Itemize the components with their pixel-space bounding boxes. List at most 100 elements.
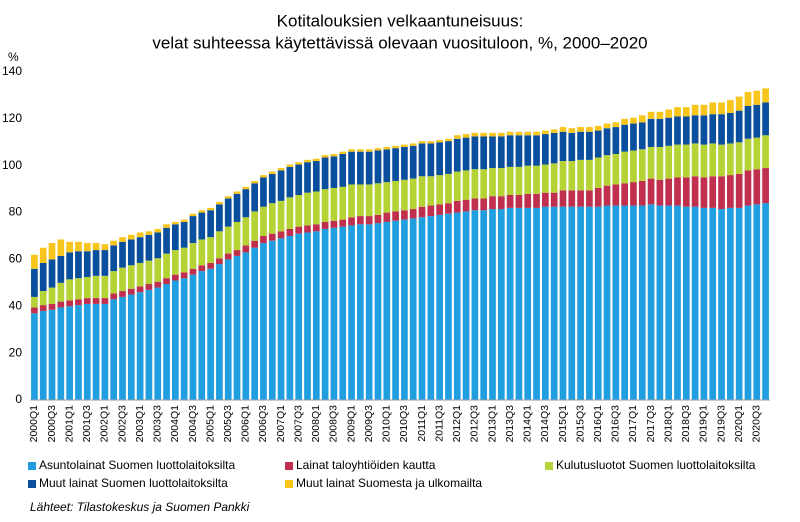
x-tick-label: 2016Q3 bbox=[610, 405, 622, 443]
bar-segment bbox=[312, 161, 320, 192]
bar-segment bbox=[268, 203, 276, 234]
bar-segment bbox=[330, 227, 338, 400]
x-tick-label: 2017Q1 bbox=[627, 405, 639, 443]
bar-segment bbox=[497, 196, 505, 210]
bar-segment bbox=[691, 143, 699, 177]
bar-segment bbox=[603, 128, 611, 156]
bar-segment bbox=[321, 228, 329, 400]
bar-segment bbox=[172, 250, 179, 275]
bar-segment bbox=[75, 305, 82, 400]
bar-segment bbox=[656, 118, 664, 147]
bar-segment bbox=[330, 154, 338, 157]
bar-segment bbox=[251, 180, 258, 184]
bar-segment bbox=[48, 309, 56, 400]
bar-segment bbox=[682, 144, 690, 178]
bar-segment bbox=[154, 287, 162, 400]
bar-segment bbox=[436, 142, 443, 176]
bar-segment bbox=[409, 218, 417, 400]
bar-segment bbox=[744, 138, 752, 171]
bar-segment bbox=[691, 115, 699, 144]
bar-segment bbox=[709, 114, 717, 144]
bar-segment bbox=[691, 104, 699, 116]
bar-segment bbox=[304, 192, 311, 226]
bar-segment bbox=[471, 132, 479, 137]
bar-segment bbox=[180, 278, 188, 400]
bar-segment bbox=[57, 282, 65, 302]
bar-segment bbox=[189, 213, 197, 217]
bar-segment bbox=[145, 234, 153, 261]
bar-segment bbox=[277, 200, 285, 232]
y-tick-label: 20 bbox=[9, 345, 23, 359]
bar-segment bbox=[101, 303, 109, 400]
bar-segment bbox=[216, 202, 223, 205]
bar-segment bbox=[136, 237, 144, 263]
bar-segment bbox=[700, 207, 708, 400]
bar-segment bbox=[436, 204, 443, 215]
bar-segment bbox=[409, 178, 417, 210]
bar-segment bbox=[357, 184, 364, 217]
bar-segment bbox=[471, 169, 479, 199]
bar-segment bbox=[242, 245, 250, 253]
bar-segment bbox=[383, 212, 391, 222]
bar-segment bbox=[101, 275, 109, 299]
bar-segment bbox=[647, 118, 655, 147]
bar-segment bbox=[374, 150, 382, 184]
x-tick-label: 2004Q1 bbox=[169, 405, 181, 443]
bar-segment bbox=[489, 132, 496, 137]
bar-segment bbox=[462, 170, 470, 200]
legend-label: Asuntolainat Suomen luottolaitoksilta bbox=[39, 458, 235, 472]
bar-segment bbox=[621, 118, 628, 125]
x-tick-label: 2017Q3 bbox=[645, 405, 657, 443]
x-tick-label: 2007Q1 bbox=[275, 405, 287, 443]
bar-segment bbox=[39, 291, 47, 306]
bar-segment bbox=[312, 231, 320, 400]
x-tick-label: 2020Q1 bbox=[733, 405, 745, 443]
bar-segment bbox=[357, 149, 364, 152]
x-tick-label: 2003Q1 bbox=[134, 405, 146, 443]
legend-swatch bbox=[285, 480, 293, 488]
bar-segment bbox=[753, 137, 761, 170]
bar-segment bbox=[365, 224, 373, 400]
bar-segment bbox=[31, 296, 38, 308]
bar-segment bbox=[586, 131, 593, 160]
bar-segment bbox=[119, 291, 126, 297]
bar-segment bbox=[550, 129, 558, 133]
x-tick-label: 2001Q1 bbox=[63, 405, 75, 443]
bar-segment bbox=[753, 204, 761, 400]
bar-segment bbox=[330, 156, 338, 188]
bar-segment bbox=[321, 155, 329, 158]
bar-segment bbox=[251, 211, 258, 241]
bar-segment bbox=[709, 102, 717, 115]
bar-segment bbox=[445, 213, 452, 400]
bar-segment bbox=[110, 240, 118, 246]
bar-segment bbox=[242, 186, 250, 190]
bar-segment bbox=[506, 207, 514, 400]
bar-segment bbox=[542, 130, 549, 135]
bar-segment bbox=[127, 265, 135, 289]
bar-segment bbox=[744, 170, 752, 206]
bar-segment bbox=[674, 205, 681, 400]
bar-segment bbox=[718, 176, 725, 210]
bar-segment bbox=[339, 226, 347, 400]
bar-segment bbox=[207, 210, 214, 238]
bar-segment bbox=[92, 303, 100, 400]
x-tick-label: 2013Q3 bbox=[504, 405, 516, 443]
bar-segment bbox=[383, 149, 391, 183]
bar-segment bbox=[348, 217, 355, 226]
bar-segment bbox=[568, 132, 576, 162]
legend-swatch bbox=[545, 462, 553, 470]
x-tick-label: 2010Q3 bbox=[398, 405, 410, 443]
bar-segment bbox=[295, 233, 303, 400]
bar-segment bbox=[612, 154, 620, 185]
bar-segment bbox=[718, 144, 725, 177]
bar-segment bbox=[409, 209, 417, 219]
bar-segment bbox=[524, 131, 532, 136]
bar-segment bbox=[66, 300, 73, 307]
bar-segment bbox=[286, 164, 294, 167]
bar-segment bbox=[533, 165, 540, 194]
y-tick-label: 60 bbox=[9, 252, 23, 266]
bar-segment bbox=[682, 206, 690, 400]
bar-segment bbox=[312, 224, 320, 232]
bar-segment bbox=[577, 127, 584, 132]
bar-segment bbox=[374, 214, 382, 224]
